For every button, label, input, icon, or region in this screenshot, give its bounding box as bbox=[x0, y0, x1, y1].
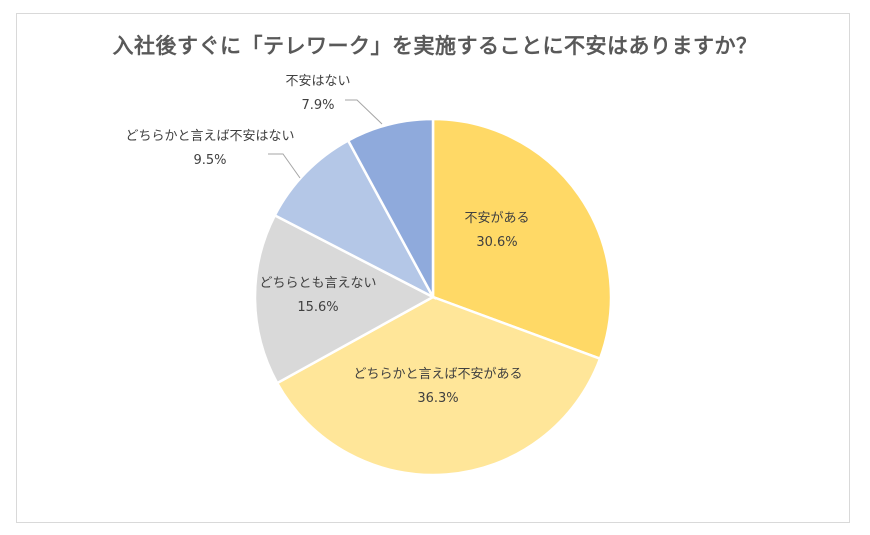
slice-label-2: どちらかと言えば不安がある bbox=[353, 367, 522, 382]
leader-line-4 bbox=[268, 153, 301, 179]
slice-label-4: どちらかと言えば不安はない bbox=[125, 129, 294, 144]
pie-slice-1 bbox=[431, 117, 613, 361]
slice-value-4: 9.5% bbox=[193, 153, 226, 168]
slice-label-3: どちらとも言えない bbox=[259, 276, 376, 291]
slice-value-1: 30.6% bbox=[476, 235, 517, 250]
pie-slice-5 bbox=[346, 117, 435, 298]
pie-slice-2 bbox=[275, 295, 602, 477]
slice-value-2: 36.3% bbox=[417, 391, 458, 406]
chart-title: 入社後すぐに「テレワーク」を実施することに不安はありますか？ bbox=[112, 34, 758, 58]
slice-value-3: 15.6% bbox=[297, 300, 338, 315]
pie-slice-3 bbox=[253, 213, 436, 385]
slice-label-1: 不安がある bbox=[464, 211, 529, 226]
slice-value-5: 7.9% bbox=[301, 98, 334, 113]
leader-line-5 bbox=[345, 99, 383, 125]
slice-label-5: 不安はない bbox=[285, 74, 350, 89]
pie-slice-4 bbox=[273, 138, 437, 300]
